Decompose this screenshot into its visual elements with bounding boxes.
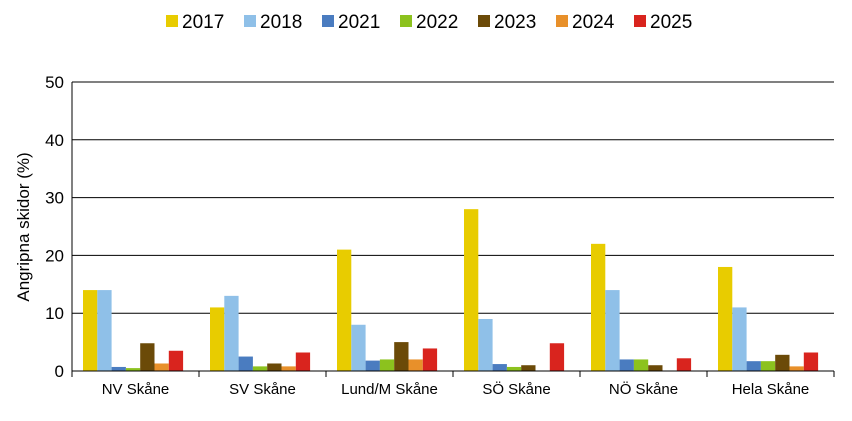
legend-label: 2021 xyxy=(338,12,380,33)
gridlines xyxy=(72,81,834,314)
bar-2021 xyxy=(111,366,126,371)
y-axis-label: Angripna skidor (%) xyxy=(14,152,33,301)
y-tick-label: 0 xyxy=(55,362,64,381)
legend-swatch-2025 xyxy=(634,15,646,27)
axes xyxy=(71,82,835,377)
bar-2023 xyxy=(521,365,536,371)
legend-swatch-2022 xyxy=(400,15,412,27)
legend-label: 2024 xyxy=(572,12,615,33)
bar-2024 xyxy=(281,366,296,371)
legend-swatch-2023 xyxy=(478,15,490,27)
bar-2021 xyxy=(746,361,761,371)
legend: 2017 2018 2021 2022 2023 2024 2025 xyxy=(166,12,692,33)
legend-label: 2018 xyxy=(260,12,302,33)
bar-2025 xyxy=(676,358,692,371)
bar-2022 xyxy=(379,359,395,371)
y-tick-label: 10 xyxy=(45,304,64,323)
bar-2022 xyxy=(633,359,649,371)
bars xyxy=(83,209,819,371)
bar-2024 xyxy=(154,363,169,371)
x-tick-label: SÖ Skåne xyxy=(482,380,550,398)
bar-2022 xyxy=(125,368,141,371)
bar-2018 xyxy=(224,295,239,371)
bar-2018 xyxy=(732,307,747,371)
y-tick-label: 20 xyxy=(45,246,64,265)
bar-2024 xyxy=(408,359,423,371)
legend-label: 2022 xyxy=(416,12,458,33)
bar-2017 xyxy=(83,290,98,371)
legend-label: 2023 xyxy=(494,12,536,33)
bar-2023 xyxy=(267,363,282,371)
bar-2017 xyxy=(591,243,606,371)
bar-2024 xyxy=(789,366,804,371)
bar-2023 xyxy=(394,342,409,371)
bar-2018 xyxy=(478,318,493,371)
bar-2021 xyxy=(365,360,380,371)
bar-2021 xyxy=(619,359,634,371)
bar-2025 xyxy=(295,352,311,371)
bar-2023 xyxy=(648,365,663,371)
bar-2023 xyxy=(775,354,790,371)
bar-2021 xyxy=(492,364,507,371)
bar-2022 xyxy=(506,366,522,371)
bar-2017 xyxy=(718,266,733,371)
bar-2017 xyxy=(210,307,225,371)
bar-2018 xyxy=(351,324,366,371)
bar-2018 xyxy=(605,290,620,371)
x-tick-label: SV Skåne xyxy=(229,381,296,398)
legend-label: 2017 xyxy=(182,12,224,33)
y-tick-label: 50 xyxy=(45,73,64,92)
bar-2025 xyxy=(168,350,184,371)
legend-swatch-2017 xyxy=(166,15,178,27)
bar-2017 xyxy=(337,249,352,371)
bar-2025 xyxy=(803,352,819,371)
bar-2025 xyxy=(422,348,438,371)
bar-2025 xyxy=(549,343,565,371)
bar-2022 xyxy=(252,366,268,371)
x-tick-label: Hela Skåne xyxy=(732,381,810,398)
bar-2018 xyxy=(97,290,112,371)
legend-swatch-2024 xyxy=(556,15,568,27)
bar-2023 xyxy=(140,343,155,371)
bar-2021 xyxy=(238,356,253,371)
y-axis-ticks: 0 10 20 30 40 50 xyxy=(45,73,64,381)
y-tick-label: 30 xyxy=(45,189,64,208)
x-tick-label: Lund/M Skåne xyxy=(341,381,438,398)
legend-label: 2025 xyxy=(650,12,692,33)
x-tick-label: NÖ Skåne xyxy=(609,380,678,398)
legend-swatch-2021 xyxy=(322,15,334,27)
x-tick-label: NV Skåne xyxy=(102,381,170,398)
bar-2017 xyxy=(464,209,479,371)
bar-2022 xyxy=(760,361,776,371)
x-axis-ticks: NV Skåne SV Skåne Lund/M Skåne SÖ Skåne NÖ S… xyxy=(102,380,810,398)
y-tick-label: 40 xyxy=(45,131,64,150)
legend-swatch-2018 xyxy=(244,15,256,27)
